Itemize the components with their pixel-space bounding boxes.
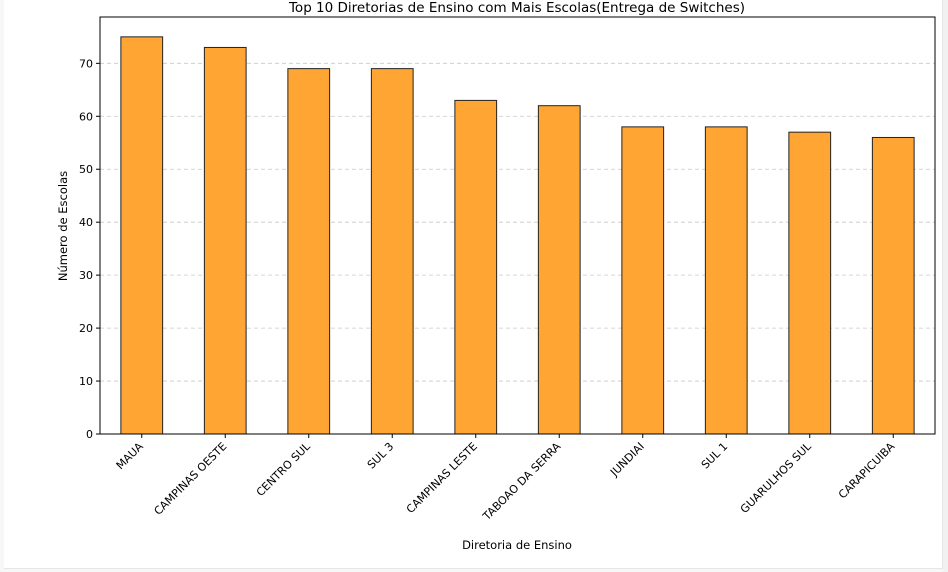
bar [454,99,498,435]
y-tick-label: 50 [79,163,93,176]
y-tick-label: 70 [79,57,93,70]
bar [203,46,247,435]
x-axis-label: Diretoria de Ensino [462,538,572,552]
bar [370,68,414,435]
bars-group [120,36,915,435]
y-axis-label: Número de Escolas [56,171,70,281]
bar [120,36,164,435]
chart-title: Top 10 Diretorias de Ensino com Mais Esc… [288,0,745,16]
x-axis: MAUA CAMPINAS OESTE CENTRO SUL SUL 3 CAMPINA… [114,434,898,524]
bar [788,131,832,435]
bar [287,68,331,435]
y-axis: 0 10 20 30 40 50 60 70 [79,57,100,441]
y-tick-label: 10 [79,375,93,388]
x-tick-label: CARAPICUIBA [836,440,898,502]
y-tick-label: 20 [79,322,93,335]
plot-frame [99,16,936,435]
x-tick-label: CENTRO SUL [254,439,314,499]
x-tick-label: JUNDIAI [607,440,647,480]
bar [537,105,581,435]
y-tick-label: 0 [86,428,93,441]
x-tick-label: CAMPINAS OESTE [152,440,230,518]
y-tick-label: 30 [79,269,93,282]
x-tick-label: TABOAO DA SERRA [480,440,564,524]
bar [704,126,748,435]
bar [871,136,915,435]
x-tick-label: GUARULHOS SUL [738,439,815,516]
y-tick-label: 60 [79,110,93,123]
x-tick-label: CAMPINAS LESTE [404,440,480,516]
x-tick-label: MAUA [114,440,147,473]
y-tick-label: 40 [79,216,93,229]
x-tick-label: SUL 1 [699,440,731,472]
bar [621,126,665,435]
x-tick-label: SUL 3 [365,440,397,472]
window-edge [943,0,948,572]
